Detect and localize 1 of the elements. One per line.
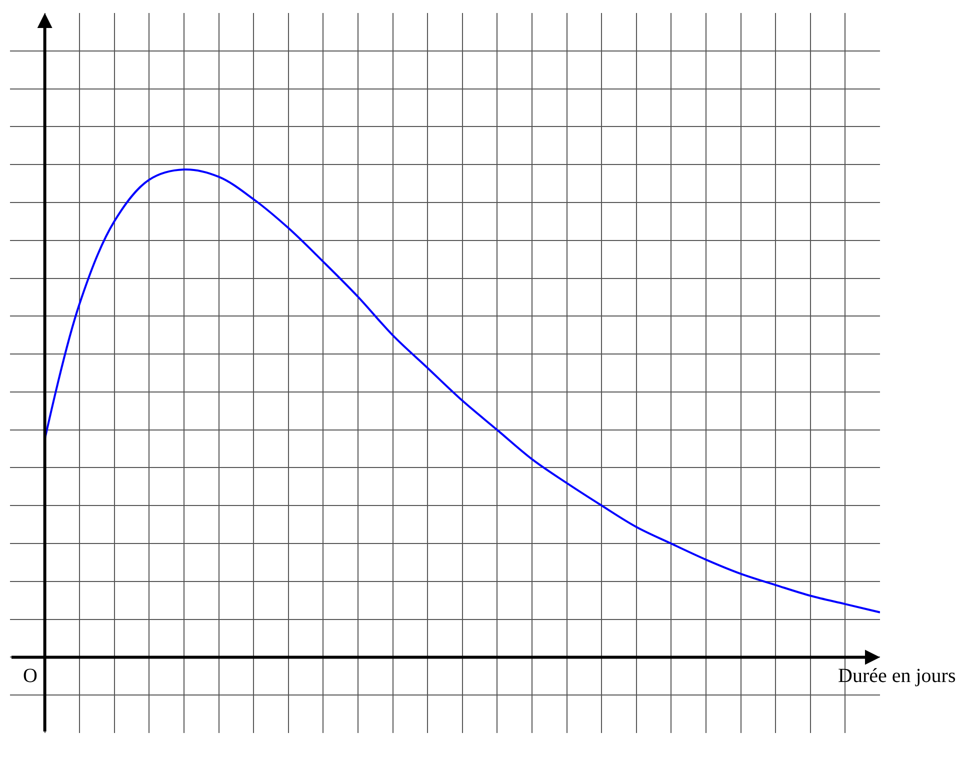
text: O: [23, 665, 38, 687]
